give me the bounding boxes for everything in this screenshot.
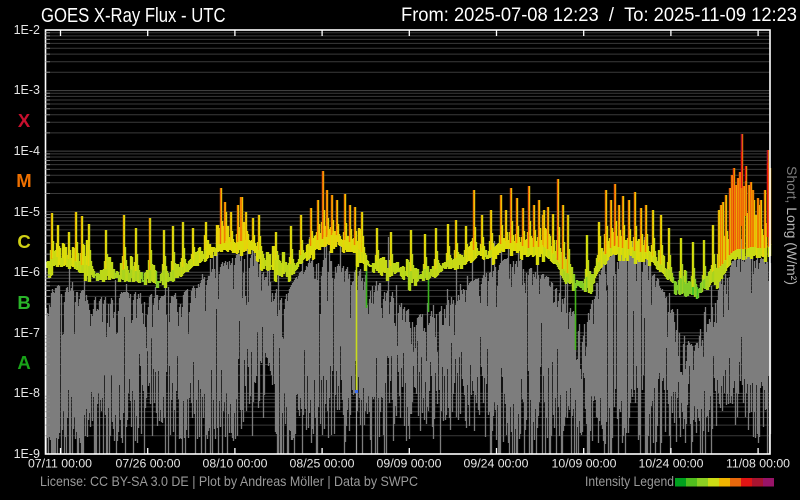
svg-text:09/09 00:00: 09/09 00:00 <box>377 457 442 471</box>
svg-text:B: B <box>17 292 30 313</box>
svg-text:1E-9: 1E-9 <box>14 447 40 461</box>
svg-text:1E-7: 1E-7 <box>14 326 40 340</box>
svg-text:From: 2025-07-08 12:23 / To:: From: 2025-07-08 12:23 / To: 2025-11-09 … <box>401 4 797 26</box>
svg-text:License: CC BY-SA 3.0 DE | Plo: License: CC BY-SA 3.0 DE | Plot by Andre… <box>40 473 418 489</box>
svg-text:Short, Long (W/m²): Short, Long (W/m²) <box>784 166 800 285</box>
svg-text:A: A <box>17 352 30 373</box>
svg-text:09/24 00:00: 09/24 00:00 <box>464 457 529 471</box>
svg-text:11/08 00:00: 11/08 00:00 <box>726 457 790 471</box>
svg-text:07/11 00:00: 07/11 00:00 <box>28 457 92 471</box>
svg-text:X: X <box>18 110 31 131</box>
svg-text:1E-3: 1E-3 <box>14 83 40 97</box>
svg-text:GOES X-Ray Flux - UTC: GOES X-Ray Flux - UTC <box>41 5 226 27</box>
svg-text:10/24 00:00: 10/24 00:00 <box>639 457 704 471</box>
svg-text:Intensity Legend: Intensity Legend <box>585 473 674 489</box>
svg-text:C: C <box>17 231 30 252</box>
svg-text:08/25 00:00: 08/25 00:00 <box>290 457 355 471</box>
svg-text:07/26 00:00: 07/26 00:00 <box>116 457 181 471</box>
svg-text:1E-8: 1E-8 <box>14 386 40 400</box>
svg-text:1E-4: 1E-4 <box>14 144 40 158</box>
svg-text:08/10 00:00: 08/10 00:00 <box>203 457 268 471</box>
svg-text:1E-2: 1E-2 <box>14 23 40 37</box>
svg-text:1E-5: 1E-5 <box>14 205 40 219</box>
svg-text:10/09 00:00: 10/09 00:00 <box>552 457 617 471</box>
svg-text:1E-6: 1E-6 <box>14 265 40 279</box>
svg-text:M: M <box>16 170 31 191</box>
